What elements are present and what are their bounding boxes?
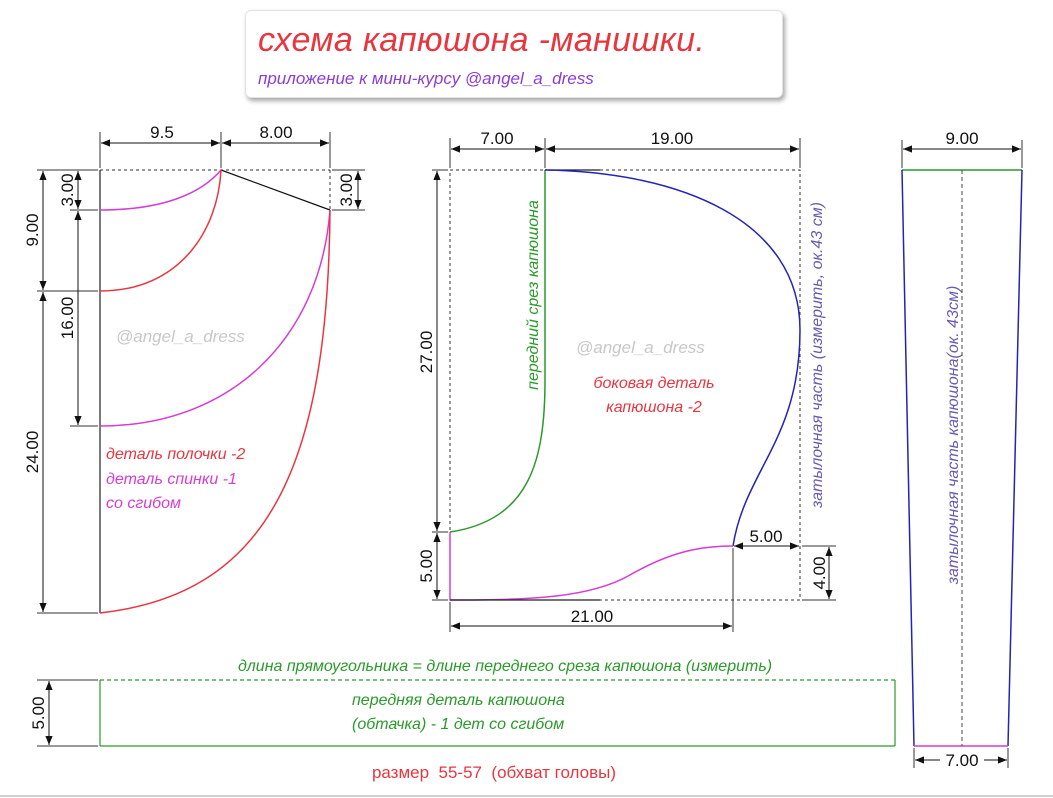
watermark-hood: @angel_a_dress (576, 338, 705, 357)
front-strip-label-line2: (обтачка) - 1 дет со сгибом (352, 716, 564, 733)
dim-hood-top-7: 7.00 (480, 129, 513, 148)
front-strip-piece: длина прямоугольника = длине переднего с… (29, 658, 896, 747)
neck-edge-curve (449, 532, 734, 601)
back-strip-piece: 9.00 7.00 затылочная часть капюшона(ок. … (901, 129, 1023, 770)
front-hem-curve (99, 209, 331, 614)
hood-label-line1: боковая деталь (593, 375, 714, 392)
front-edge-label: передний срез капюшона (525, 200, 542, 390)
dim-front-strip-5: 5.00 (29, 696, 48, 729)
back-edge-label: затылочная часть (измерить, ок.43 см) (809, 202, 826, 509)
front-strip-label-line1: передняя деталь капюшона (352, 692, 565, 709)
diagram-title: схема капюшона -манишки. (258, 21, 706, 59)
shoulder-line (220, 169, 331, 211)
dim-hood-left-5: 5.00 (417, 549, 436, 582)
label-front-piece: деталь полочки -2 (106, 446, 245, 463)
dim-hood-bottom-21: 21.00 (571, 607, 614, 626)
dim-hood-right-5: 5.00 (749, 527, 782, 546)
dim-strip-top-9: 9.00 (945, 129, 978, 148)
hood-label-line2: капюшона -2 (606, 399, 702, 416)
dim-left-24: 24.00 (23, 431, 42, 474)
dim-hood-right-4: 4.00 (810, 556, 829, 589)
hood-side-piece: 7.00 19.00 27.00 5.00 5.00 4.00 21.00 пе… (417, 129, 836, 632)
dim-hood-left-27: 27.00 (417, 331, 436, 374)
front-neck-curve (99, 169, 222, 292)
label-back-piece: деталь спинки -1 (106, 471, 237, 488)
back-hem-curve (99, 209, 331, 427)
size-note: размер 55-57 (обхват головы) (372, 763, 616, 782)
dim-top-9-5: 9.5 (150, 123, 174, 142)
dim-left-16: 16.00 (58, 297, 77, 340)
dim-strip-bottom-7: 7.00 (945, 751, 978, 770)
dim-hood-top-19: 19.00 (651, 129, 694, 148)
hood-bounding-box (449, 169, 801, 601)
dim-left-3: 3.00 (58, 173, 77, 206)
watermark-left: @angel_a_dress (116, 327, 245, 346)
front-strip-note: длина прямоугольника = длине переднего с… (238, 658, 772, 675)
dim-left-9: 9.00 (23, 213, 42, 246)
back-edge-curve (544, 169, 801, 547)
front-edge-curve (449, 170, 546, 533)
diagram-subtitle: приложение к мини-курсу @angel_a_dress (258, 69, 594, 88)
dim-right-3: 3.00 (337, 173, 356, 206)
left-piece: 9.5 8.00 3.00 16.00 9.00 24.00 3.00 @ang… (23, 123, 365, 614)
label-fold: со сгибом (106, 495, 181, 512)
back-neck-curve (99, 169, 222, 211)
title-box: схема капюшона -манишки. приложение к ми… (245, 10, 783, 98)
dim-top-8: 8.00 (259, 123, 292, 142)
back-strip-label: затылочная часть капюшона(ок. 43см) (945, 286, 962, 586)
